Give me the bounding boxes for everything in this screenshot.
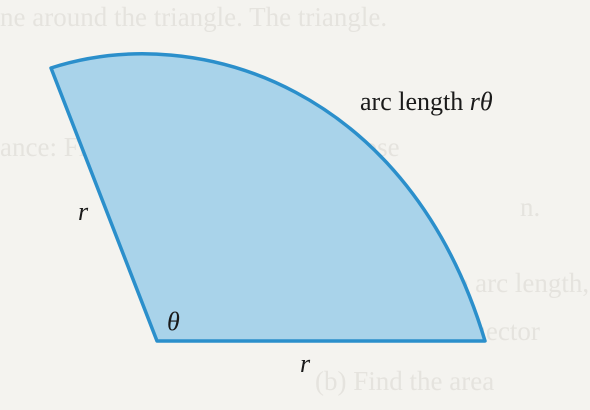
side-r-label: r — [78, 197, 89, 226]
arc-length-label: arc length rθ — [360, 87, 493, 116]
theta-label: θ — [167, 307, 180, 336]
arc-length-label-var: rθ — [470, 87, 493, 116]
base-r-label: r — [300, 349, 311, 378]
arc-length-label-prefix: arc length — [360, 87, 470, 116]
sector-shape — [49, 52, 487, 343]
